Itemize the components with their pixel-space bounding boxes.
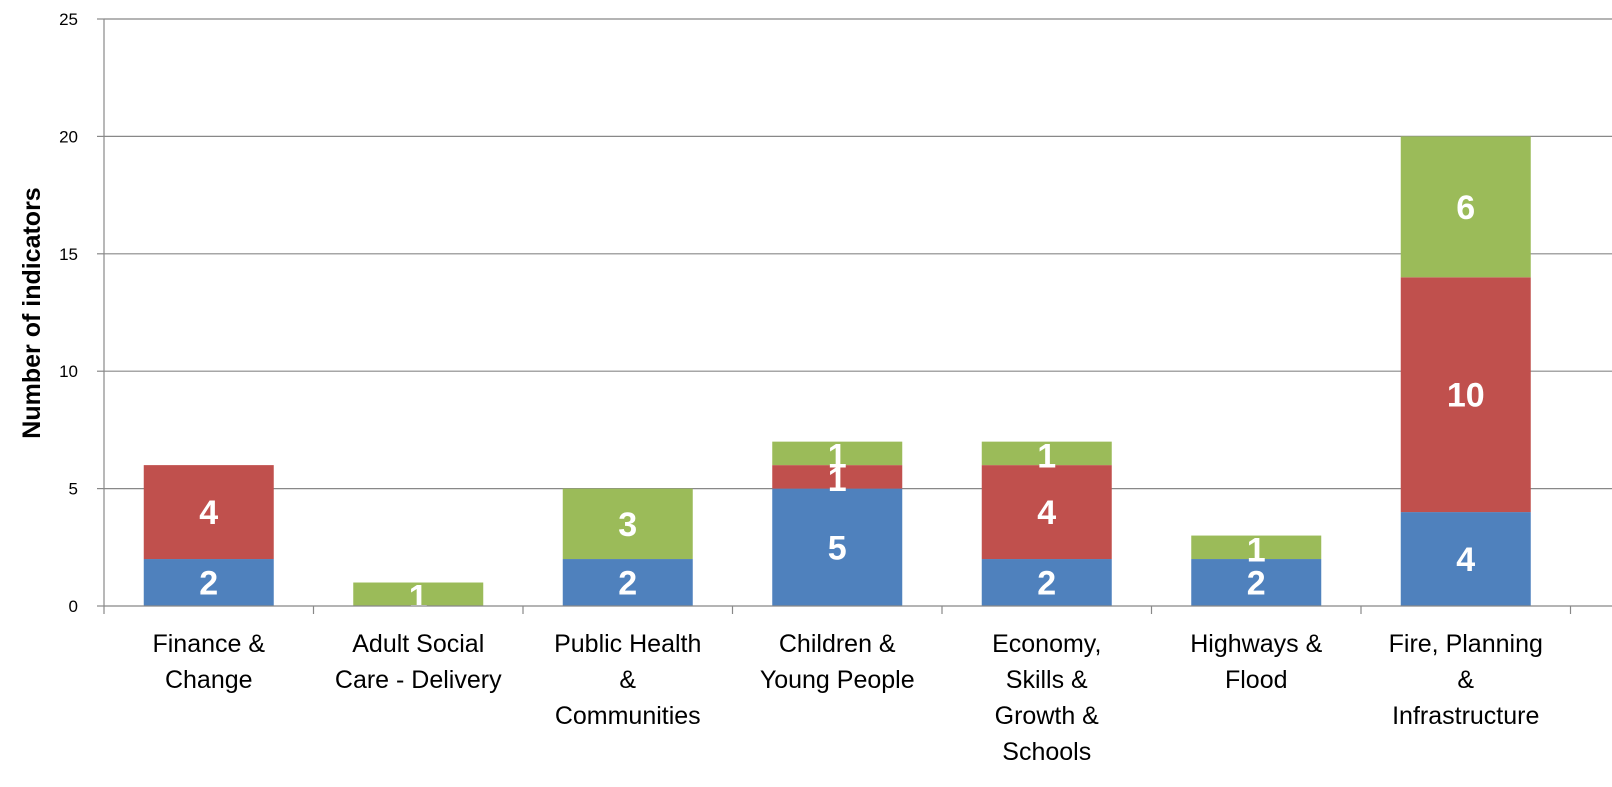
gridlines (104, 18, 1612, 490)
data-label: 1 (828, 461, 847, 499)
data-label: 2 (618, 565, 637, 603)
bar-segment (772, 465, 903, 489)
category-label-line: Young People (760, 666, 915, 694)
y-tick-label: 25 (59, 10, 78, 29)
bar-segment (1400, 512, 1531, 606)
category-label-line: Adult Social (352, 630, 484, 658)
category-label-line: Care - Delivery (335, 666, 502, 694)
data-label: 1 (1247, 532, 1266, 570)
y-tick-label: 0 (69, 597, 78, 616)
bar-segment (143, 465, 274, 560)
category-label-line: Children & (779, 630, 896, 658)
y-tick-label: 10 (59, 362, 78, 381)
x-category-labels: Finance & Change Adult Social Care - Delive… (152, 630, 1542, 766)
y-tick-labels: 0 5 10 15 20 25 (59, 10, 78, 616)
category-label-line: Communities (555, 702, 701, 730)
category-label-line: Skills & (1006, 666, 1088, 694)
y-axis-title: Number of indicators (18, 187, 46, 438)
data-label: 10 (1447, 377, 1485, 415)
category-label-line: Schools (1002, 738, 1091, 766)
data-label: 4 (199, 494, 218, 532)
data-label: 5 (828, 529, 847, 567)
x-category-label: Finance & Change (152, 630, 265, 694)
data-label: 1 (828, 438, 847, 476)
bar-segment (772, 488, 903, 606)
data-label: 1 (409, 579, 428, 617)
bar-segment (1191, 559, 1322, 606)
category-label-line: Change (165, 666, 253, 694)
category-label-line: Finance & (152, 630, 265, 658)
category-label-line: Growth & (995, 702, 1100, 730)
axes (97, 18, 1612, 614)
data-label: 2 (199, 565, 218, 603)
category-label-line: Infrastructure (1392, 702, 1539, 730)
x-category-label: Highways & Flood (1190, 630, 1322, 694)
category-label-line: Highways & (1190, 630, 1322, 658)
bar-segment (143, 559, 274, 606)
category-label-line: & (619, 666, 636, 694)
category-label-line: Public Health (554, 630, 701, 658)
bar-segment (353, 582, 484, 606)
bar-segment (1400, 277, 1531, 513)
bar-segment (1400, 136, 1531, 278)
category-label-line: Economy, (992, 630, 1101, 658)
bar-segment (1191, 535, 1322, 560)
bar-segment (981, 465, 1112, 560)
data-label: 4 (1037, 494, 1056, 532)
bar-segment (772, 441, 903, 466)
category-label-line: & (1457, 666, 1474, 694)
y-tick-label: 20 (59, 127, 78, 146)
x-category-label: Children & Young People (760, 630, 915, 694)
data-label: 1 (1037, 438, 1056, 476)
x-category-label: Public Health & Communities (554, 630, 701, 730)
bar-segment (981, 559, 1112, 606)
data-label: 4 (1456, 541, 1475, 579)
data-label: 2 (1037, 565, 1056, 603)
bar-segment (562, 488, 693, 560)
category-label-line: Fire, Planning (1389, 630, 1543, 658)
bar-segment (562, 559, 693, 606)
bar-segment (981, 441, 1112, 466)
category-label-line: Flood (1225, 666, 1288, 694)
x-category-label: Adult Social Care - Delivery (335, 630, 502, 694)
y-tick-label: 5 (69, 480, 78, 499)
data-label: 6 (1456, 189, 1475, 227)
x-category-label: Economy, Skills & Growth & Schools (992, 630, 1101, 766)
y-tick-label: 15 (59, 245, 78, 264)
x-category-label: Fire, Planning & Infrastructure (1389, 630, 1543, 730)
data-label: 2 (1247, 565, 1266, 603)
data-label: 3 (618, 506, 637, 544)
